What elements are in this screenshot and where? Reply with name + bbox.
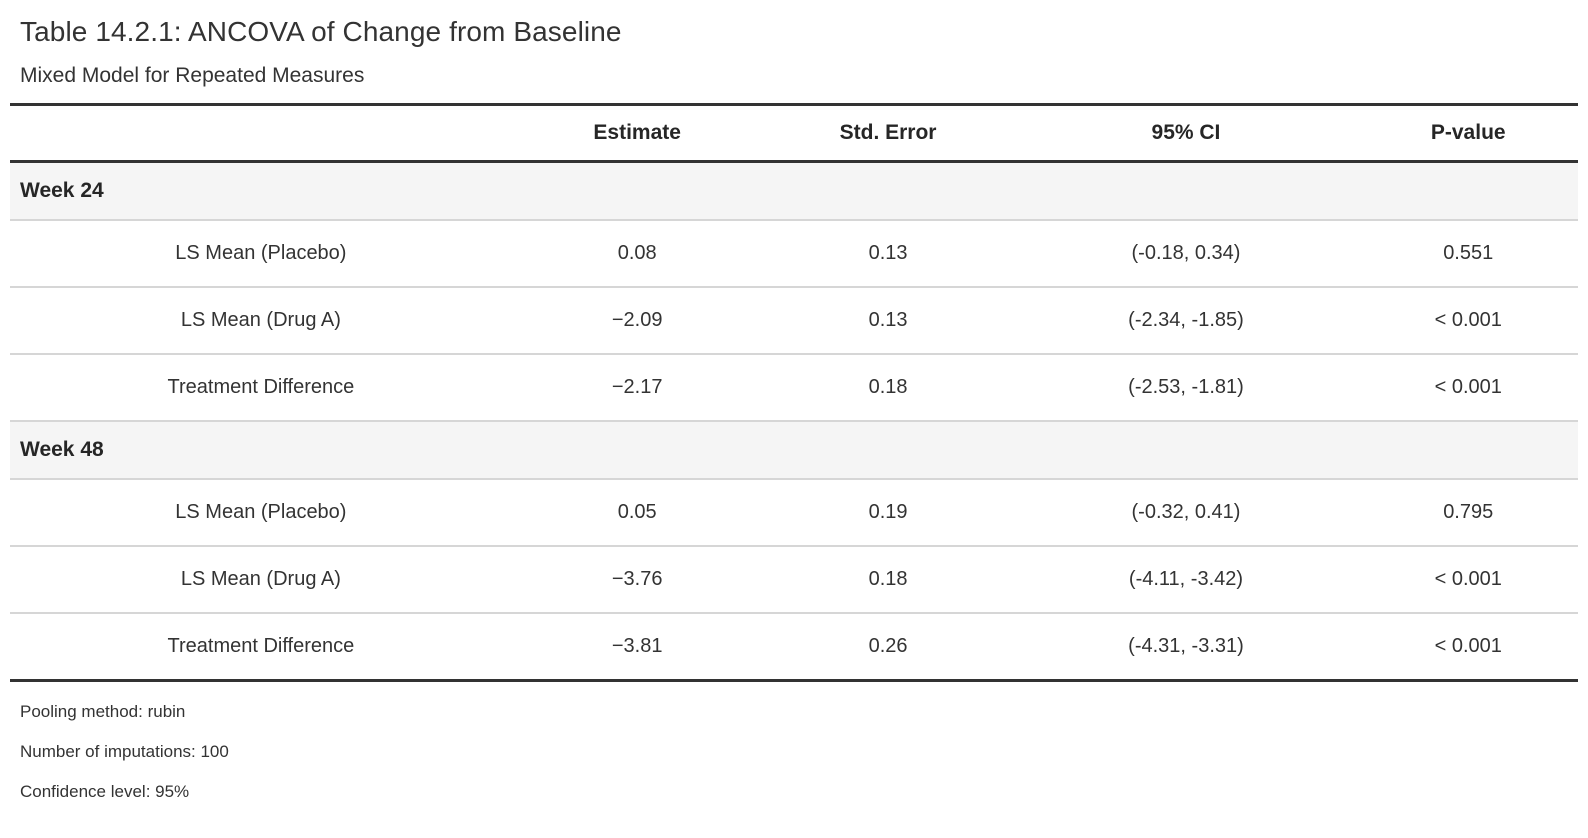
table-row-week48-ls-mean-drug-a: LS Mean (Drug A) −3.76 0.18 (-4.11, -3.4… [10, 545, 1578, 613]
cell-estimate: −3.81 [511, 612, 763, 681]
cell-std-error: 0.18 [762, 545, 1014, 613]
column-header-std-error: Std. Error [762, 104, 1014, 163]
group-row-week-24: Week 24 [10, 160, 1578, 220]
table-row-week24-treatment-difference: Treatment Difference −2.17 0.18 (-2.53, … [10, 353, 1578, 421]
cell-estimate: −2.17 [511, 353, 763, 421]
cell-std-error: 0.19 [762, 478, 1014, 546]
row-label: LS Mean (Placebo) [10, 478, 512, 546]
row-label: LS Mean (Placebo) [10, 219, 512, 287]
group-label: Week 24 [10, 160, 1578, 220]
cell-p-value: < 0.001 [1358, 545, 1578, 613]
row-label: LS Mean (Drug A) [10, 545, 512, 613]
row-label: LS Mean (Drug A) [10, 286, 512, 354]
footnote-num-imputations: Number of imputations: 100 [20, 742, 229, 761]
cell-95ci: (-2.53, -1.81) [1013, 353, 1359, 421]
cell-std-error: 0.13 [762, 286, 1014, 354]
cell-estimate: −3.76 [511, 545, 763, 613]
cell-estimate: −2.09 [511, 286, 763, 354]
cell-95ci: (-4.31, -3.31) [1013, 612, 1359, 681]
footnote-confidence-level: Confidence level: 95% [20, 782, 190, 801]
column-header-estimate: Estimate [511, 104, 763, 163]
table-header: Table 14.2.1: ANCOVA of Change from Base… [10, 0, 1578, 103]
cell-p-value: < 0.001 [1358, 612, 1578, 681]
column-header-blank [10, 104, 512, 163]
ancova-results-table: Estimate Std. Error 95% CI P-value Week … [10, 103, 1578, 682]
cell-p-value: < 0.001 [1358, 353, 1578, 421]
table-row-week24-ls-mean-drug-a: LS Mean (Drug A) −2.09 0.13 (-2.34, -1.8… [10, 286, 1578, 354]
cell-p-value: 0.551 [1358, 219, 1578, 287]
column-header-95ci: 95% CI [1013, 104, 1359, 163]
column-header-row: Estimate Std. Error 95% CI P-value [10, 104, 1578, 163]
cell-estimate: 0.05 [511, 478, 763, 546]
cell-95ci: (-0.18, 0.34) [1013, 219, 1359, 287]
cell-95ci: (-0.32, 0.41) [1013, 478, 1359, 546]
row-label: Treatment Difference [10, 612, 512, 681]
cell-std-error: 0.13 [762, 219, 1014, 287]
group-row-week-48: Week 48 [10, 420, 1578, 479]
row-label: Treatment Difference [10, 353, 512, 421]
column-header-p-value: P-value [1358, 104, 1578, 163]
table-row-week24-ls-mean-placebo: LS Mean (Placebo) 0.08 0.13 (-0.18, 0.34… [10, 219, 1578, 287]
cell-p-value: 0.795 [1358, 478, 1578, 546]
table-row-week48-treatment-difference: Treatment Difference −3.81 0.26 (-4.31, … [10, 612, 1578, 681]
table-row-week48-ls-mean-placebo: LS Mean (Placebo) 0.05 0.19 (-0.32, 0.41… [10, 478, 1578, 546]
cell-std-error: 0.18 [762, 353, 1014, 421]
cell-95ci: (-2.34, -1.85) [1013, 286, 1359, 354]
cell-95ci: (-4.11, -3.42) [1013, 545, 1359, 613]
cell-p-value: < 0.001 [1358, 286, 1578, 354]
cell-estimate: 0.08 [511, 219, 763, 287]
group-label: Week 48 [10, 420, 1578, 479]
table-title: Table 14.2.1: ANCOVA of Change from Base… [20, 16, 622, 47]
table-footnotes: Pooling method: rubin Number of imputati… [10, 682, 1578, 812]
footnote-pooling-method: Pooling method: rubin [20, 702, 186, 721]
cell-std-error: 0.26 [762, 612, 1014, 681]
table-subtitle: Mixed Model for Repeated Measures [20, 64, 365, 87]
